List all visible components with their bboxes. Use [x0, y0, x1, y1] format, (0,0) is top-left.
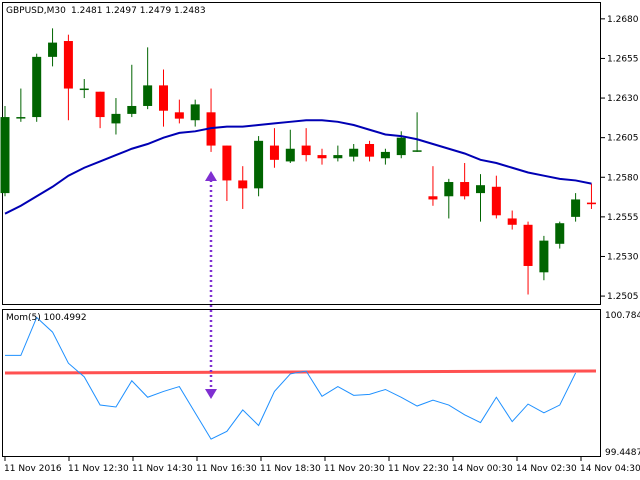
bull-candle-body: [349, 148, 359, 157]
time-axis: 11 Nov 2016 11 Nov 12:30 11 Nov 14:30 11 No…: [4, 457, 640, 474]
price-tick-label: 1.2530: [607, 252, 639, 262]
bear-candle-body: [269, 145, 279, 160]
price-tick-label: 1.2605: [607, 134, 639, 144]
bull-candle-body: [476, 185, 485, 194]
bull-candle-body: [396, 137, 406, 156]
momentum-scale-low: 99.4487: [605, 448, 640, 458]
main-chart-frame: [2, 2, 601, 305]
bear-candle-body: [63, 41, 73, 89]
price-tick-label: 1.2555: [607, 213, 639, 223]
bear-candle-body: [507, 218, 517, 225]
bull-candle-body: [444, 182, 454, 197]
momentum-scale-high: 100.7846: [605, 311, 640, 321]
bull-candle-body: [111, 113, 121, 124]
bear-candle-body: [428, 196, 438, 200]
time-tick-label: 14 Nov 02:30: [516, 464, 577, 474]
bull-candle-body: [571, 199, 581, 217]
candlestick-series: [0, 28, 596, 295]
bull-candle-body: [539, 240, 549, 273]
bear-candle-body: [523, 224, 533, 266]
bull-candle-body: [0, 117, 10, 194]
bear-candle-body: [159, 85, 168, 111]
time-tick-label: 14 Nov 04:30: [580, 464, 640, 474]
momentum-panel-frame: [2, 309, 601, 457]
momentum-line: [5, 316, 577, 440]
bear-candle-body: [317, 155, 327, 159]
bear-candle-body: [238, 180, 248, 189]
price-tick-label: 1.2630: [607, 94, 639, 104]
bull-candle-body: [412, 150, 422, 152]
bear-candle-body: [174, 112, 184, 119]
price-tick-label: 1.2680: [607, 15, 639, 25]
time-tick-label: 11 Nov 22:30: [388, 464, 449, 474]
bull-candle-body: [48, 42, 58, 57]
bear-candle-body: [222, 145, 232, 181]
bull-candle-body: [555, 223, 565, 244]
time-tick-label: 11 Nov 20:30: [324, 464, 385, 474]
bull-candle-body: [190, 104, 200, 121]
ohlc-label: 1.2481 1.2497 1.2479 1.2483: [71, 6, 206, 16]
time-tick-label: 11 Nov 14:30: [132, 464, 193, 474]
bull-candle-body: [16, 117, 26, 119]
symbol-label: GBPUSD,M30: [6, 6, 66, 16]
bull-candle-body: [79, 88, 89, 91]
bull-candle-body: [254, 140, 264, 189]
arrow-down-head: [205, 389, 217, 399]
price-tick-label: 1.2505: [607, 292, 639, 302]
time-tick-label: 11 Nov 18:30: [260, 464, 321, 474]
time-tick-label: 14 Nov 00:30: [452, 464, 513, 474]
moving-average-line: [4, 119, 592, 215]
price-tick-label: 1.2655: [607, 54, 639, 64]
momentum-label: Mom(5) 100.4992: [6, 313, 87, 323]
bear-candle-body: [95, 91, 105, 118]
bear-candle-body: [491, 186, 501, 216]
bull-candle-body: [333, 155, 343, 159]
bull-candle-body: [285, 148, 295, 162]
price-tick-label: 1.2580: [607, 173, 639, 183]
bear-candle-body: [365, 143, 375, 157]
time-tick-label: 11 Nov 2016: [4, 464, 62, 474]
time-tick-label: 11 Nov 12:30: [68, 464, 129, 474]
price-axis: 1.2680 1.2655 1.2630 1.2605 1.2580 1.2555 1.25…: [601, 15, 639, 302]
time-tick-label: 11 Nov 16:30: [196, 464, 257, 474]
vertical-arrow[interactable]: [205, 171, 217, 399]
bear-candle-body: [301, 145, 311, 156]
bull-candle-body: [143, 85, 153, 106]
bull-candle-body: [127, 105, 137, 114]
bull-candle-body: [380, 151, 390, 159]
arrow-up-head: [205, 171, 217, 181]
bear-candle-body: [460, 182, 470, 197]
bear-candle-body: [586, 202, 596, 205]
bull-candle-body: [32, 56, 42, 118]
